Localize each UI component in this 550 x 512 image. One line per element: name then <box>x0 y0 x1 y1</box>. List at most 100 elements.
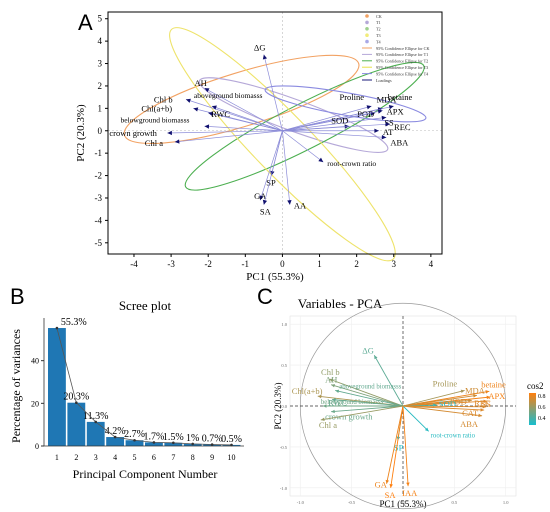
scree-x-tick-label: 4 <box>113 453 117 462</box>
scree-bar <box>86 421 105 446</box>
variable-arrowhead <box>483 399 488 404</box>
x-tick-label: 3 <box>392 259 397 269</box>
variable-label: Chl b <box>321 367 340 377</box>
variables-y-tick-label: 0.0 <box>281 404 287 409</box>
variable-arrow <box>402 405 483 417</box>
variable-arrow <box>332 399 404 407</box>
variable-arrow <box>402 405 429 432</box>
x-tick-label: -1 <box>242 259 250 269</box>
scree-x-tick-label: 3 <box>94 453 98 462</box>
y-tick-label: 2 <box>98 81 103 91</box>
variable-label: Chl(a+b) <box>292 386 323 396</box>
loading-arrow <box>263 130 283 205</box>
loading-label: root-crown ratio <box>327 159 376 168</box>
loading-arrow <box>208 112 283 132</box>
scree-bar <box>145 442 163 446</box>
variable-arrowhead <box>329 378 334 382</box>
legend-label: T4 <box>376 39 382 44</box>
loading-arrowhead <box>174 139 180 144</box>
loading-arrowhead <box>318 157 324 163</box>
scree-y-tick-label: 40 <box>31 357 39 366</box>
legend-label: 95% Confidence Ellipse for T1 <box>376 52 428 57</box>
variables-x-tick-label: -0.5 <box>348 500 356 505</box>
loading-arrow <box>204 125 283 132</box>
legend-marker <box>365 14 369 18</box>
variable-label: AH <box>325 375 337 385</box>
scree-plot-title: Scree plot <box>119 298 172 313</box>
variable-arrow <box>402 394 478 407</box>
variable-arrow <box>328 378 404 407</box>
variable-label: IAA <box>402 488 418 498</box>
loading-label: aboveground biomasss <box>194 91 263 100</box>
loading-label: Chl b <box>154 94 173 104</box>
loading-label: MDA <box>377 94 398 104</box>
loading-arrowhead <box>193 107 199 112</box>
panel-letter-a: A <box>78 10 93 35</box>
biplot-frame <box>107 11 443 255</box>
confidence-ellipse <box>264 85 427 123</box>
loading-arrow <box>204 87 283 132</box>
variable-label: SP <box>394 442 404 452</box>
scree-y-tick-label: 20 <box>31 399 39 408</box>
variables-x-axis-label: PC1 (55.3%) <box>380 499 427 509</box>
scree-bar <box>67 402 86 446</box>
loading-label: Chl a <box>145 138 163 148</box>
variable-label: RWC <box>328 397 347 407</box>
loading-arrow <box>282 123 391 132</box>
x-tick-label: 1 <box>317 259 322 269</box>
loading-arrowhead <box>185 98 191 103</box>
legend-label: Loadings <box>376 78 392 83</box>
y-tick-label: -2 <box>95 171 103 181</box>
variable-arrowhead <box>322 404 327 408</box>
variable-arrowhead <box>374 355 378 360</box>
variable-label: Chl a <box>319 420 337 430</box>
variable-arrowhead <box>460 389 465 394</box>
legend-label: T2 <box>376 27 381 32</box>
loading-arrowhead <box>366 105 372 110</box>
variable-label: GA <box>375 480 388 490</box>
confidence-ellipse <box>169 27 396 262</box>
y-tick-label: 0 <box>98 126 103 136</box>
y-tick-label: -4 <box>95 215 103 225</box>
x-tick-label: -2 <box>204 259 212 269</box>
variable-arrowhead <box>480 408 485 412</box>
variable-arrowhead <box>335 389 340 393</box>
variable-arrowhead <box>486 395 491 400</box>
variables-y-tick-label: -0.5 <box>280 445 288 450</box>
loading-arrowhead <box>377 109 383 114</box>
variable-label: SS <box>481 399 491 409</box>
scree-data-label: 1.5% <box>163 432 184 443</box>
biplot-x-axis-label: PC1 (55.3%) <box>246 271 304 283</box>
variable-arrowhead <box>320 417 325 422</box>
loading-arrow <box>174 130 283 143</box>
variable-arrowhead <box>482 405 487 409</box>
loading-label: ΔG <box>254 43 266 53</box>
legend-marker <box>365 33 369 37</box>
scree-trend-point <box>191 442 195 446</box>
scree-x-tick-label: 5 <box>133 453 137 462</box>
loading-arrowhead <box>262 54 268 60</box>
loading-arrow <box>167 130 283 134</box>
cos2-legend-tick: 0.8 <box>538 394 546 400</box>
variables-x-tick-label: 0.5 <box>452 500 458 505</box>
variable-arrow <box>331 405 404 413</box>
loading-label: SP <box>266 178 276 188</box>
variable-arrow <box>373 355 404 407</box>
variables-y-axis-label: PC2 (20.3%) <box>273 382 283 429</box>
loading-label: AH <box>194 78 206 88</box>
x-tick-label: -4 <box>130 259 138 269</box>
x-tick-label: 0 <box>280 259 285 269</box>
scree-data-label: 20.3% <box>63 392 89 403</box>
legend-label: 95% Confidence Ellipse for T3 <box>376 65 428 70</box>
legend-label: T3 <box>376 33 381 38</box>
variable-arrowhead <box>424 427 429 432</box>
variable-label: Proline <box>433 378 458 388</box>
variable-arrow <box>390 405 404 488</box>
loading-arrowhead <box>381 115 387 121</box>
scree-data-label: 0.7% <box>202 434 223 445</box>
cos2-legend-title: cos2 <box>527 381 544 391</box>
loading-arrow <box>282 110 383 132</box>
cos2-legend-tick: 0.4 <box>538 416 546 422</box>
loading-arrowhead <box>388 104 394 110</box>
legend-marker <box>365 39 369 44</box>
